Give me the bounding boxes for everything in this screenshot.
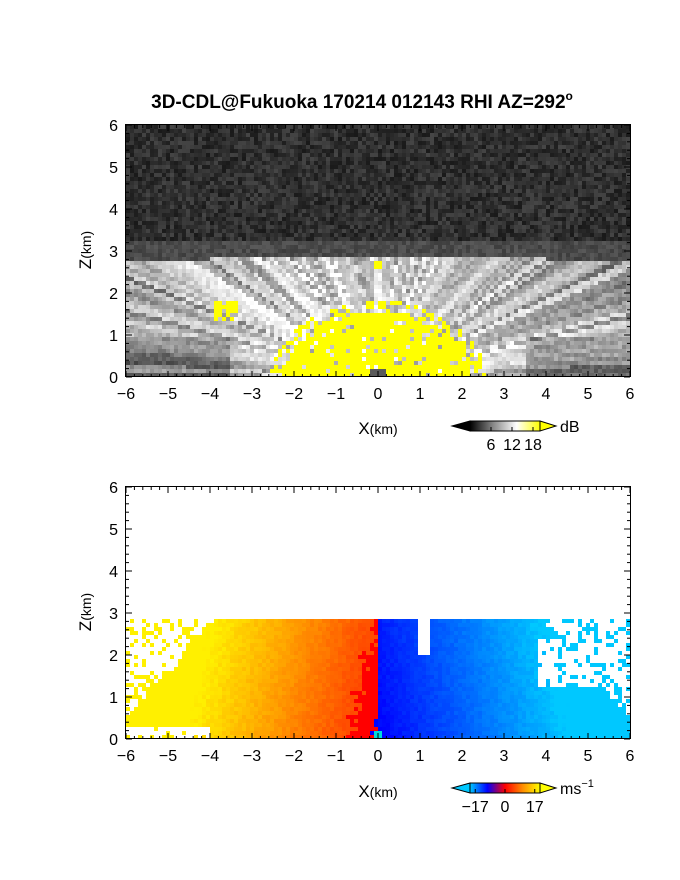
x-tick-label: 3 <box>500 386 509 403</box>
velocity-heatmap <box>126 487 630 739</box>
x-tick-label: −1 <box>327 748 345 765</box>
x-tick-label: 6 <box>626 748 635 765</box>
velocity-x-axis-label: X(km) <box>358 782 397 801</box>
x-tick-label: −2 <box>285 748 303 765</box>
x-tick-label: −5 <box>159 386 177 403</box>
colorbar-over-arrow <box>539 782 558 794</box>
y-tick-label: 6 <box>109 118 118 135</box>
velocity-ticks: −6 −5 −4 −3 −2 −1 0 1 2 3 4 5 6 0 1 2 3 4 5 6 <box>109 480 634 765</box>
x-tick-label: −3 <box>243 748 261 765</box>
x-tick-label: 2 <box>458 386 467 403</box>
velocity-panel: −6 −5 −4 −3 −2 −1 0 1 2 3 4 5 6 0 1 2 3 4 5 6 X(km) Z(km) −… <box>76 480 635 816</box>
y-tick-label: 2 <box>109 648 118 665</box>
colorbar-under-arrow <box>450 782 471 794</box>
x-tick-label: 5 <box>584 386 593 403</box>
x-tick-label: −6 <box>117 386 135 403</box>
x-tick-label: −6 <box>117 748 135 765</box>
velocity-field <box>126 487 630 739</box>
y-tick-label: 0 <box>109 370 118 387</box>
reflectivity-colorbar: 6 12 18 dB <box>450 419 580 454</box>
y-tick-label: 4 <box>109 202 118 219</box>
x-tick-label: −5 <box>159 748 177 765</box>
y-tick-label: 3 <box>109 606 118 623</box>
x-tick-label: 2 <box>458 748 467 765</box>
colorbar-tick-label: 0 <box>501 799 510 816</box>
x-tick-label: 5 <box>584 748 593 765</box>
velocity-y-axis-label: Z(km) <box>76 593 95 631</box>
y-tick-label: 6 <box>109 480 118 497</box>
x-tick-label: 6 <box>626 386 635 403</box>
colorbar-over-arrow <box>539 420 558 432</box>
x-tick-label: −2 <box>285 386 303 403</box>
figure-title: 3D-CDL@Fukuoka 170214 012143 RHI AZ=292o <box>151 89 573 113</box>
colorbar-bar <box>469 420 541 432</box>
colorbar-tick-label: 6 <box>487 437 496 454</box>
y-tick-label: 1 <box>109 690 118 707</box>
x-tick-label: −4 <box>201 748 219 765</box>
colorbar-under-arrow <box>450 420 471 432</box>
velocity-colorbar: −17 0 17 ms−1 <box>450 778 594 816</box>
y-tick-label: 5 <box>109 522 118 539</box>
colorbar-tick-label: −17 <box>462 799 489 816</box>
x-tick-label: −1 <box>327 386 345 403</box>
x-tick-label: 1 <box>416 386 425 403</box>
y-tick-label: 0 <box>109 732 118 749</box>
y-tick-label: 2 <box>109 286 118 303</box>
title-degree-sup: o <box>566 89 573 103</box>
y-tick-label: 1 <box>109 328 118 345</box>
reflectivity-y-axis-label: Z(km) <box>76 231 95 269</box>
x-tick-label: 1 <box>416 748 425 765</box>
y-tick-label: 5 <box>109 160 118 177</box>
reflectivity-field <box>126 125 630 377</box>
reflectivity-ticks: −6 −5 −4 −3 −2 −1 0 1 2 3 4 5 6 0 1 2 3 4 5 6 <box>109 118 634 403</box>
x-tick-label: 0 <box>374 386 383 403</box>
y-tick-label: 3 <box>109 244 118 261</box>
reflectivity-x-axis-label: X(km) <box>358 419 397 438</box>
colorbar-tick-label: 18 <box>524 437 542 454</box>
reflectivity-heatmap <box>126 125 630 377</box>
y-tick-label: 4 <box>109 564 118 581</box>
x-tick-label: 0 <box>374 748 383 765</box>
x-tick-label: 4 <box>542 386 551 403</box>
x-tick-label: 3 <box>500 748 509 765</box>
colorbar-unit: dB <box>560 419 580 436</box>
x-tick-label: −3 <box>243 386 261 403</box>
colorbar-tick-label: 17 <box>526 799 544 816</box>
colorbar-tick-label: 12 <box>503 437 521 454</box>
colorbar-unit: ms−1 <box>560 778 594 798</box>
x-tick-label: 4 <box>542 748 551 765</box>
x-tick-label: −4 <box>201 386 219 403</box>
